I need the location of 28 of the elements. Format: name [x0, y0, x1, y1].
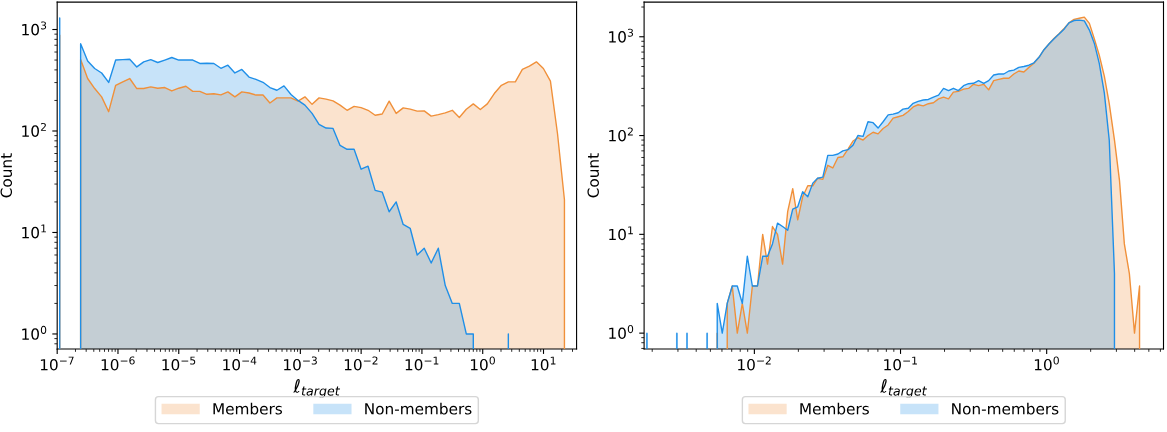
- x-axis-title: ℓ$_{target}$: [880, 379, 927, 399]
- legend-label: Non-members: [952, 402, 1059, 415]
- y-tick-label: 10$^{3}$: [22, 21, 47, 36]
- y-tick-label: 10$^{3}$: [609, 28, 634, 43]
- x-tick-label: 10$^{−2}$: [738, 356, 771, 371]
- x-tick-label: 10$^{0}$: [1034, 356, 1059, 371]
- x-tick-label: 10$^{−6}$: [101, 356, 135, 371]
- y-tick-label: 10$^{2}$: [22, 122, 46, 137]
- y-tick-label: 10$^{1}$: [22, 224, 46, 239]
- legend-label: Members: [213, 402, 283, 415]
- y-tick-label: 10$^{0}$: [22, 325, 47, 340]
- x-tick-label: 10$^{1}$: [531, 356, 556, 371]
- x-tick-label: 10$^{−4}$: [223, 356, 257, 371]
- x-tick-label: 10$^{−1}$: [405, 356, 439, 371]
- legend-label: Non-members: [365, 402, 472, 415]
- x-axis-title: ℓ$_{target}$: [293, 379, 341, 399]
- x-tick-label: 10$^{−1}$: [884, 356, 917, 371]
- y-axis-title: Count: [0, 153, 13, 198]
- legend-label: Members: [800, 402, 869, 415]
- y-tick-label: 10$^{0}$: [609, 325, 634, 340]
- y-tick-label: 10$^{1}$: [609, 226, 633, 241]
- x-tick-label: 10$^{−7}$: [40, 356, 74, 371]
- y-axis-title: Count: [587, 153, 599, 198]
- y-tick-label: 10$^{2}$: [609, 127, 633, 142]
- x-tick-label: 10$^{−5}$: [162, 356, 196, 371]
- x-tick-label: 10$^{−2}$: [344, 356, 378, 371]
- x-tick-label: 10$^{0}$: [470, 356, 495, 371]
- x-tick-label: 10$^{−3}$: [284, 356, 317, 371]
